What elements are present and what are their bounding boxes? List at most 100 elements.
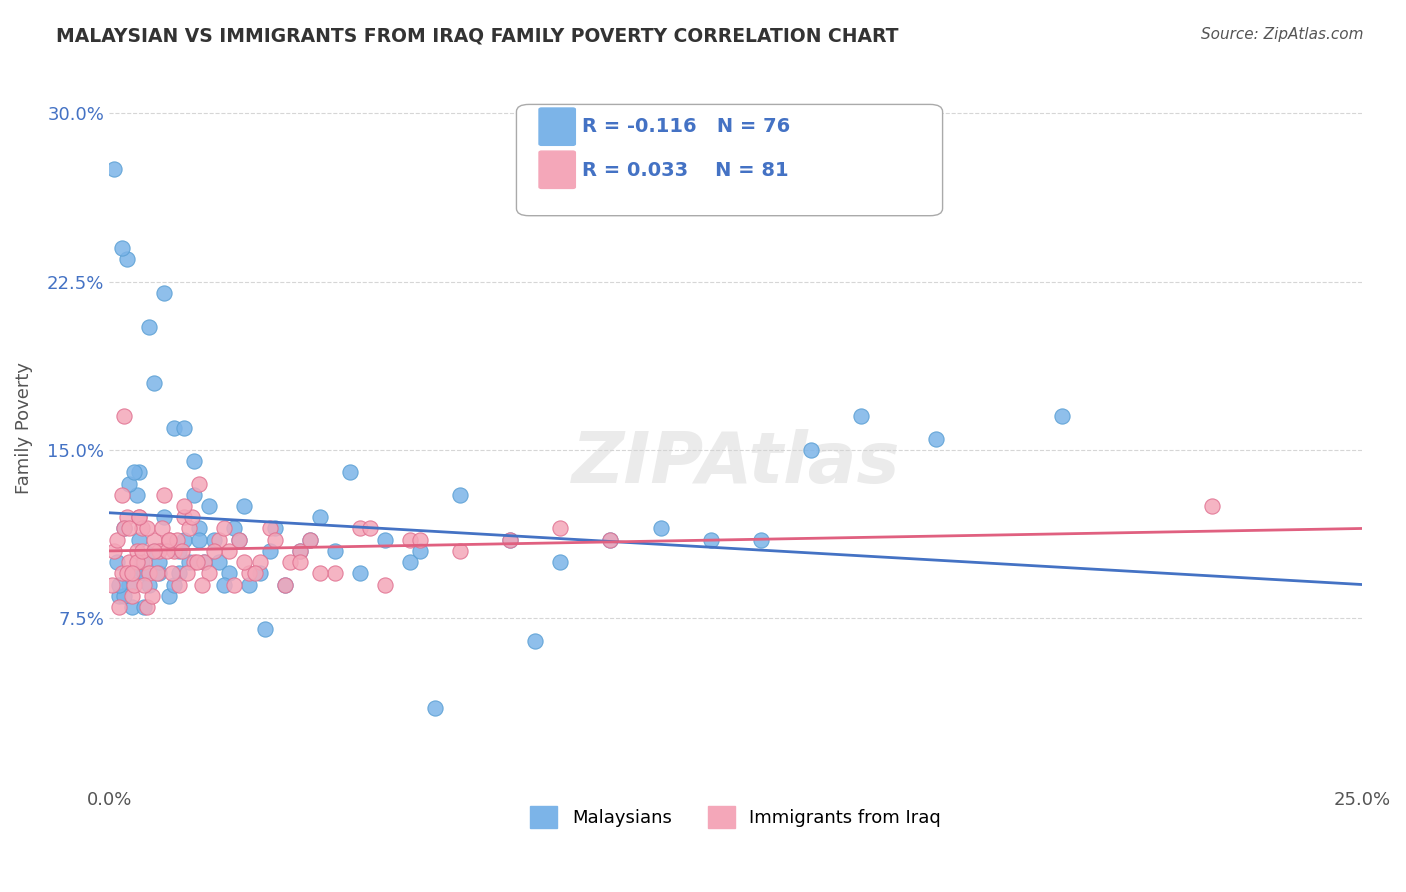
Point <box>273 577 295 591</box>
Point <box>449 544 471 558</box>
Point <box>183 555 205 569</box>
Point <box>103 162 125 177</box>
Point <box>193 555 215 569</box>
Point <box>121 599 143 614</box>
Point <box>125 555 148 569</box>
Point <box>359 521 381 535</box>
Point <box>122 577 145 591</box>
Point <box>399 533 422 547</box>
Point <box>131 544 153 558</box>
Point <box>323 566 346 581</box>
Point <box>228 533 250 547</box>
Point <box>699 533 721 547</box>
Point <box>249 555 271 569</box>
Point <box>499 533 522 547</box>
Point <box>166 533 188 547</box>
Point <box>128 510 150 524</box>
Point <box>243 566 266 581</box>
Legend: Malaysians, Immigrants from Iraq: Malaysians, Immigrants from Iraq <box>523 798 949 835</box>
Point <box>148 566 170 581</box>
Point <box>238 577 260 591</box>
Point <box>259 521 281 535</box>
Point <box>157 533 180 547</box>
Point <box>138 577 160 591</box>
Point <box>128 533 150 547</box>
Point <box>298 533 321 547</box>
Point <box>176 566 198 581</box>
Point <box>134 577 156 591</box>
Point <box>423 701 446 715</box>
Text: R = -0.116   N = 76: R = -0.116 N = 76 <box>582 117 790 136</box>
Point <box>409 544 432 558</box>
FancyBboxPatch shape <box>516 104 942 216</box>
Point <box>148 544 170 558</box>
Point <box>115 252 138 267</box>
Point <box>278 555 301 569</box>
Point <box>1050 409 1073 424</box>
Point <box>118 521 141 535</box>
Point <box>121 589 143 603</box>
Point <box>233 555 256 569</box>
Point <box>125 544 148 558</box>
Text: Source: ZipAtlas.com: Source: ZipAtlas.com <box>1201 27 1364 42</box>
Point <box>193 555 215 569</box>
Text: MALAYSIAN VS IMMIGRANTS FROM IRAQ FAMILY POVERTY CORRELATION CHART: MALAYSIAN VS IMMIGRANTS FROM IRAQ FAMILY… <box>56 27 898 45</box>
FancyBboxPatch shape <box>538 151 575 188</box>
Point <box>134 555 156 569</box>
Point <box>263 533 285 547</box>
Point <box>111 488 134 502</box>
Point <box>111 241 134 255</box>
Point <box>125 488 148 502</box>
Point <box>112 521 135 535</box>
Point <box>198 566 221 581</box>
Y-axis label: Family Poverty: Family Poverty <box>15 361 32 493</box>
Point <box>150 521 173 535</box>
Point <box>409 533 432 547</box>
Point <box>163 420 186 434</box>
Point <box>263 521 285 535</box>
Point <box>163 577 186 591</box>
Point <box>188 533 211 547</box>
Point <box>208 533 231 547</box>
Point <box>169 566 191 581</box>
Point <box>188 521 211 535</box>
Point <box>131 521 153 535</box>
Point <box>112 409 135 424</box>
Point <box>128 466 150 480</box>
Point <box>131 555 153 569</box>
Point <box>191 577 214 591</box>
Point <box>128 510 150 524</box>
Text: R = 0.033    N = 81: R = 0.033 N = 81 <box>582 161 789 180</box>
Point <box>224 577 246 591</box>
Point <box>173 420 195 434</box>
Point <box>374 577 396 591</box>
Point <box>214 521 236 535</box>
Point <box>143 544 166 558</box>
Point <box>180 510 202 524</box>
Point <box>288 544 311 558</box>
Point <box>183 488 205 502</box>
Point <box>108 589 131 603</box>
Point <box>524 633 547 648</box>
Point <box>202 544 225 558</box>
Point <box>349 521 371 535</box>
Point <box>118 476 141 491</box>
Point <box>224 521 246 535</box>
FancyBboxPatch shape <box>538 108 575 145</box>
Point <box>153 488 176 502</box>
Point <box>374 533 396 547</box>
Point <box>163 544 186 558</box>
Point <box>122 466 145 480</box>
Point <box>749 533 772 547</box>
Point <box>800 442 823 457</box>
Point <box>179 555 201 569</box>
Point <box>108 599 131 614</box>
Point <box>115 510 138 524</box>
Point <box>169 544 191 558</box>
Point <box>186 555 208 569</box>
Point <box>198 499 221 513</box>
Point <box>153 285 176 300</box>
Point <box>650 521 672 535</box>
Point <box>143 376 166 390</box>
Point <box>160 566 183 581</box>
